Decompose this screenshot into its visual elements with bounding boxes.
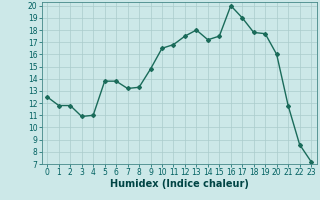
X-axis label: Humidex (Indice chaleur): Humidex (Indice chaleur) — [110, 179, 249, 189]
